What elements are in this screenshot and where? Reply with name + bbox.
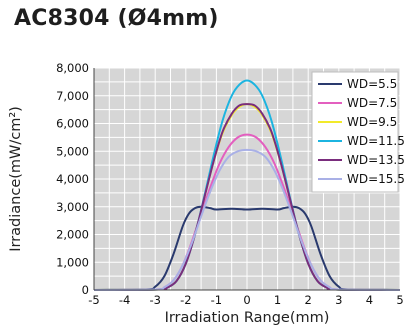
x-tick-label: 4: [366, 293, 373, 307]
legend-entry: WD=11.5: [347, 134, 405, 148]
x-tick-label: -1: [211, 293, 222, 307]
x-tick-label: 1: [274, 293, 281, 307]
y-tick-label: 4,000: [56, 172, 89, 186]
x-tick-label: -3: [149, 293, 160, 307]
legend-entry: WD=9.5: [347, 115, 397, 129]
x-tick-label: -5: [88, 293, 99, 307]
x-tick-label: 3: [335, 293, 342, 307]
y-axis-label: Irradiance(mW/cm²): [8, 106, 24, 252]
legend: WD=5.5 WD=7.5 WD=9.5 WD=11.5 WD=13.5 WD=15.5: [311, 71, 405, 193]
series-line-6: [93, 148, 401, 291]
x-tick-label: -2: [180, 293, 191, 307]
x-tick-label: 5: [396, 293, 403, 307]
y-tick-label: 0: [82, 283, 89, 297]
x-tick-label: 0: [243, 293, 250, 307]
axes: -5 -4 -3 -2 -1 0 1 2 3 4 5 0 1,000 2,000 3,000 4,000 5,0…: [56, 61, 404, 307]
legend-entry: WD=13.5: [347, 153, 405, 167]
y-tick-label: 2,000: [56, 228, 89, 242]
legend-entry: WD=5.5: [347, 77, 397, 91]
y-tick-label: 5,000: [56, 144, 89, 158]
page-title: AC8304 (Ø4mm): [14, 6, 219, 31]
y-tick-label: 7,000: [56, 89, 89, 103]
legend-entry: WD=15.5: [347, 172, 405, 186]
y-tick-label: 6,000: [56, 117, 89, 131]
y-tick-label: 3,000: [56, 200, 89, 214]
x-axis-label: Irradiation Range(mm): [165, 310, 330, 326]
x-tick-label: 2: [305, 293, 312, 307]
series-lines: [93, 79, 401, 291]
y-tick-label: 1,000: [56, 255, 89, 269]
x-tick-label: -4: [119, 293, 130, 307]
legend-entry: WD=7.5: [347, 96, 397, 110]
y-tick-label: 8,000: [56, 61, 89, 75]
series-line-5: [93, 103, 401, 291]
legend-box: [311, 71, 399, 193]
series-line-1: [93, 205, 401, 291]
